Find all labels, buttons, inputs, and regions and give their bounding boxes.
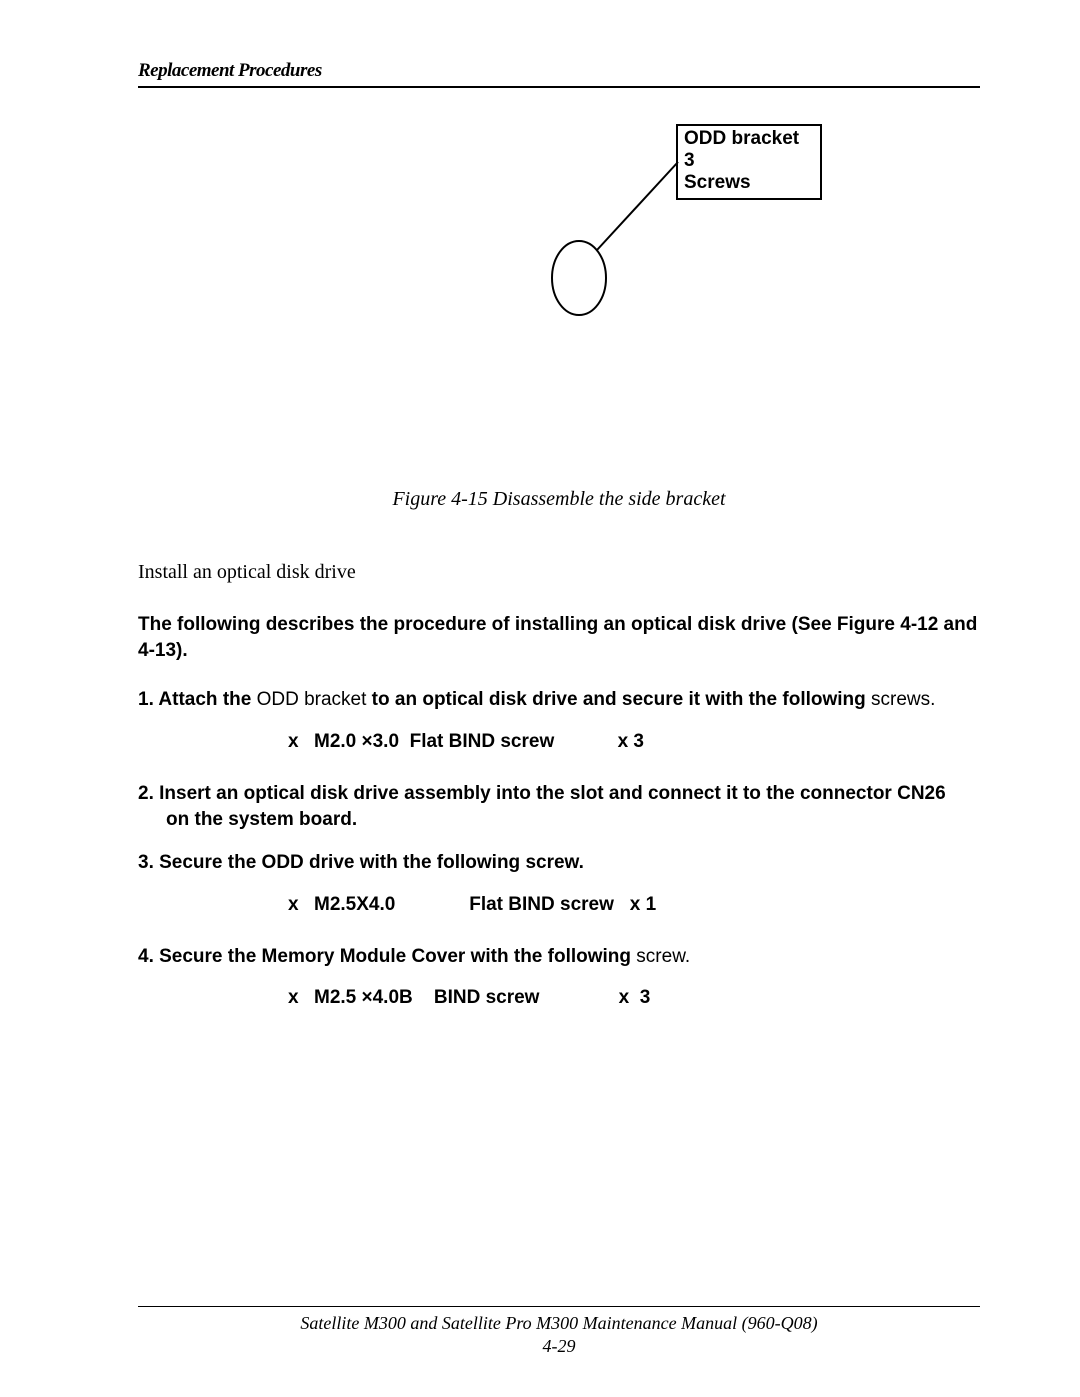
step-1-norm2: screws. <box>871 689 935 710</box>
running-header: Replacement Procedures <box>138 60 980 88</box>
footer-manual: Satellite M300 and Satellite Pro M300 Ma… <box>300 1313 817 1333</box>
screw-spec-3: xM2.5 ×4.0B BIND screw x 3 <box>288 987 980 1009</box>
step-3: 3. Secure the ODD drive with the followi… <box>138 850 980 876</box>
page-footer: Satellite M300 and Satellite Pro M300 Ma… <box>138 1306 980 1357</box>
callout-box: ODD bracket 3 Screws <box>676 124 822 200</box>
bullet-icon: x <box>288 894 314 916</box>
callout-line1: ODD bracket 3 <box>684 128 799 171</box>
intro-paragraph: The following describes the procedure of… <box>138 612 980 663</box>
leader-line <box>597 162 678 250</box>
footer-page-number: 4-29 <box>138 1336 980 1357</box>
page: Replacement Procedures ODD bracket 3 Scr… <box>0 0 1080 1397</box>
step-4-norm: screw. <box>636 946 690 967</box>
step-1: 1. Attach the ODD bracket to an optical … <box>138 687 980 713</box>
step-4-pre: 4. Secure the Memory Module Cover with t… <box>138 946 636 967</box>
callout-line2: Screws <box>684 172 751 193</box>
ellipse-shape <box>552 241 606 315</box>
bullet-icon: x <box>288 731 314 753</box>
install-heading: Install an optical disk drive <box>138 561 980 584</box>
step-1-norm1: ODD bracket <box>257 689 367 710</box>
figure-caption: Figure 4-15 Disassemble the side bracket <box>138 488 980 511</box>
step-4: 4. Secure the Memory Module Cover with t… <box>138 944 980 970</box>
screw-a-text: M2.0 ×3.0 Flat BIND screw x 3 <box>314 731 644 752</box>
step-2-cn: CN26 <box>897 783 946 804</box>
screw-b-text: M2.5X4.0 Flat BIND screw x 1 <box>314 894 656 915</box>
screw-c-text: M2.5 ×4.0B BIND screw x 3 <box>314 987 650 1008</box>
step-1-pre: 1. Attach the <box>138 689 257 710</box>
step-2: 2. Insert an optical disk drive assembly… <box>138 781 980 832</box>
step-1-mid: to an optical disk drive and secure it w… <box>366 689 871 710</box>
screw-spec-2: xM2.5X4.0 Flat BIND screw x 1 <box>288 894 980 916</box>
bullet-icon: x <box>288 987 314 1009</box>
figure-diagram: ODD bracket 3 Screws <box>138 108 980 478</box>
step-2-hang: on the system board. <box>138 807 980 833</box>
screw-spec-1: xM2.0 ×3.0 Flat BIND screw x 3 <box>288 731 980 753</box>
diagram-svg <box>138 108 980 478</box>
step-2-pre: 2. Insert an optical disk drive assembly… <box>138 783 897 804</box>
